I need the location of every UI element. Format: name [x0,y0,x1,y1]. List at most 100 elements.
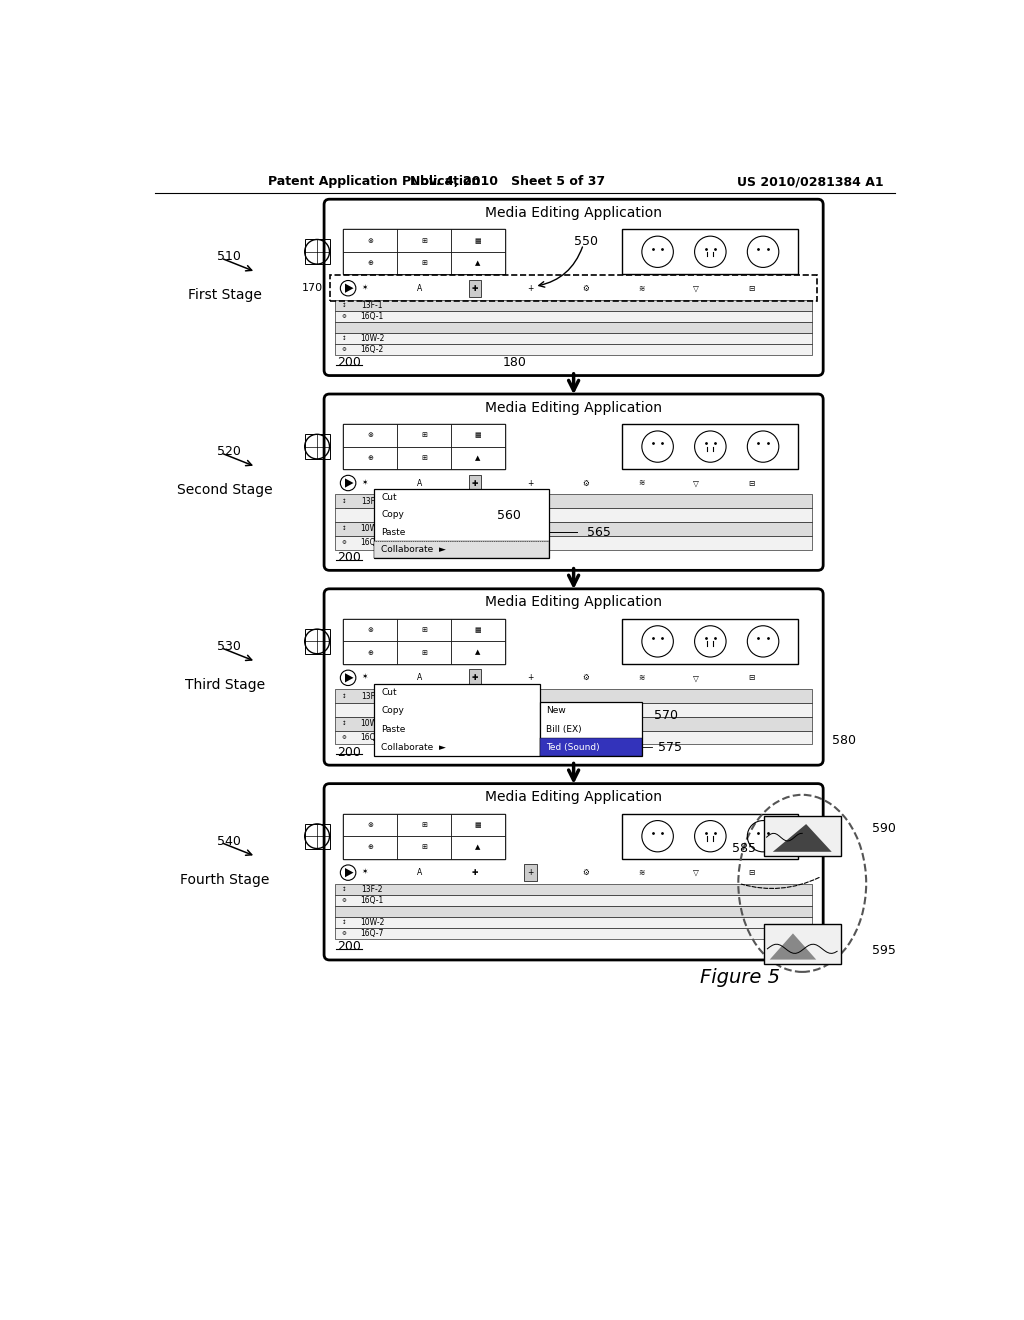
Bar [343,814,397,836]
Bar [335,906,812,917]
Text: ↕: ↕ [342,302,346,308]
Text: ↕: ↕ [342,920,346,925]
Bar [397,230,451,252]
Text: First Stage: First Stage [188,288,262,302]
Bar [335,689,812,704]
Text: ▽: ▽ [693,479,699,487]
Text: Paste: Paste [381,528,406,537]
Text: ⊟: ⊟ [749,479,755,487]
Bar [623,230,799,275]
Text: Third Stage: Third Stage [184,677,265,692]
Bar [451,619,505,642]
Text: ⊞: ⊞ [421,627,427,634]
Text: ▦: ▦ [474,433,481,438]
Text: 200: 200 [337,940,361,953]
Text: ⊕: ⊕ [368,455,373,461]
Polygon shape [345,284,353,293]
Text: 13F-1: 13F-1 [361,301,383,310]
Text: ▽: ▽ [693,284,699,293]
Text: Ted (Sound): Ted (Sound) [546,743,599,752]
Bar [451,252,505,275]
Text: ⊞: ⊞ [421,433,427,438]
Text: ▽: ▽ [693,673,699,682]
Text: ▲: ▲ [475,845,480,850]
Bar [764,924,841,964]
Text: ⊟: ⊟ [749,284,755,293]
Bar [343,642,397,664]
Bar [305,824,330,849]
Text: 550: 550 [573,235,598,248]
Text: 180: 180 [503,356,527,370]
Text: US 2010/0281384 A1: US 2010/0281384 A1 [736,176,884,187]
Text: ▽: ▽ [693,869,699,876]
Text: ✚: ✚ [472,869,478,876]
Text: ▦: ▦ [474,822,481,828]
Bar [343,619,397,642]
Text: ✚: ✚ [472,479,478,487]
Text: ⊟: ⊟ [749,673,755,682]
Bar [335,928,812,940]
Text: 565: 565 [587,525,610,539]
Bar [335,310,812,322]
Text: ≋: ≋ [638,869,644,876]
Text: ✚: ✚ [472,673,478,682]
Text: ✶: ✶ [361,673,368,682]
Text: ⊟: ⊟ [749,869,755,876]
Text: 16Q-1: 16Q-1 [360,312,384,321]
Bar [343,619,505,664]
Bar [451,446,505,469]
Bar [374,488,550,558]
Bar [451,424,505,446]
Text: ▲: ▲ [475,455,480,461]
Text: Media Editing Application: Media Editing Application [485,595,663,610]
Polygon shape [770,933,816,960]
Text: ⊗: ⊗ [368,238,373,244]
Text: Nov. 4, 2010   Sheet 5 of 37: Nov. 4, 2010 Sheet 5 of 37 [411,176,605,187]
Bar [343,424,505,469]
Text: 16Q-7: 16Q-7 [360,733,384,742]
Text: +: + [527,284,534,293]
Bar [335,343,812,355]
Bar [335,917,812,928]
Text: 200: 200 [337,356,361,370]
Text: Copy: Copy [381,511,404,519]
Text: ▲: ▲ [475,649,480,656]
Polygon shape [345,478,353,487]
Text: ✶: ✶ [361,284,368,293]
Text: 200: 200 [337,550,361,564]
Text: A: A [417,673,422,682]
Text: Media Editing Application: Media Editing Application [485,791,663,804]
Text: A: A [417,869,422,876]
Text: 570: 570 [654,709,678,722]
Bar [623,424,799,469]
Text: +: + [527,479,534,487]
Text: ⊞: ⊞ [421,455,427,461]
Bar [343,836,397,858]
Bar [374,684,540,756]
Bar [305,239,330,264]
Text: 13F-1: 13F-1 [361,496,383,506]
Text: Fourth Stage: Fourth Stage [180,873,269,887]
Text: ≋: ≋ [638,673,644,682]
Text: 595: 595 [872,944,896,957]
Text: ✶: ✶ [361,869,368,876]
Bar [343,252,397,275]
Text: ⊗: ⊗ [368,433,373,438]
Bar [343,814,505,858]
Text: ⚙: ⚙ [342,314,347,318]
Text: +: + [527,869,534,876]
Text: ⊞: ⊞ [421,260,427,265]
Bar [335,333,812,343]
Text: 10W-2: 10W-2 [360,334,384,343]
Text: ▦: ▦ [474,238,481,244]
Bar [397,814,451,836]
FancyBboxPatch shape [324,199,823,376]
Text: Bill (EX): Bill (EX) [546,725,582,734]
Text: ⊗: ⊗ [368,822,373,828]
Text: 13F-2: 13F-2 [361,886,383,894]
Text: 590: 590 [872,822,896,836]
Bar [343,424,397,446]
Text: ⚙: ⚙ [583,869,589,876]
Text: ⊞: ⊞ [421,845,427,850]
Polygon shape [345,673,353,682]
